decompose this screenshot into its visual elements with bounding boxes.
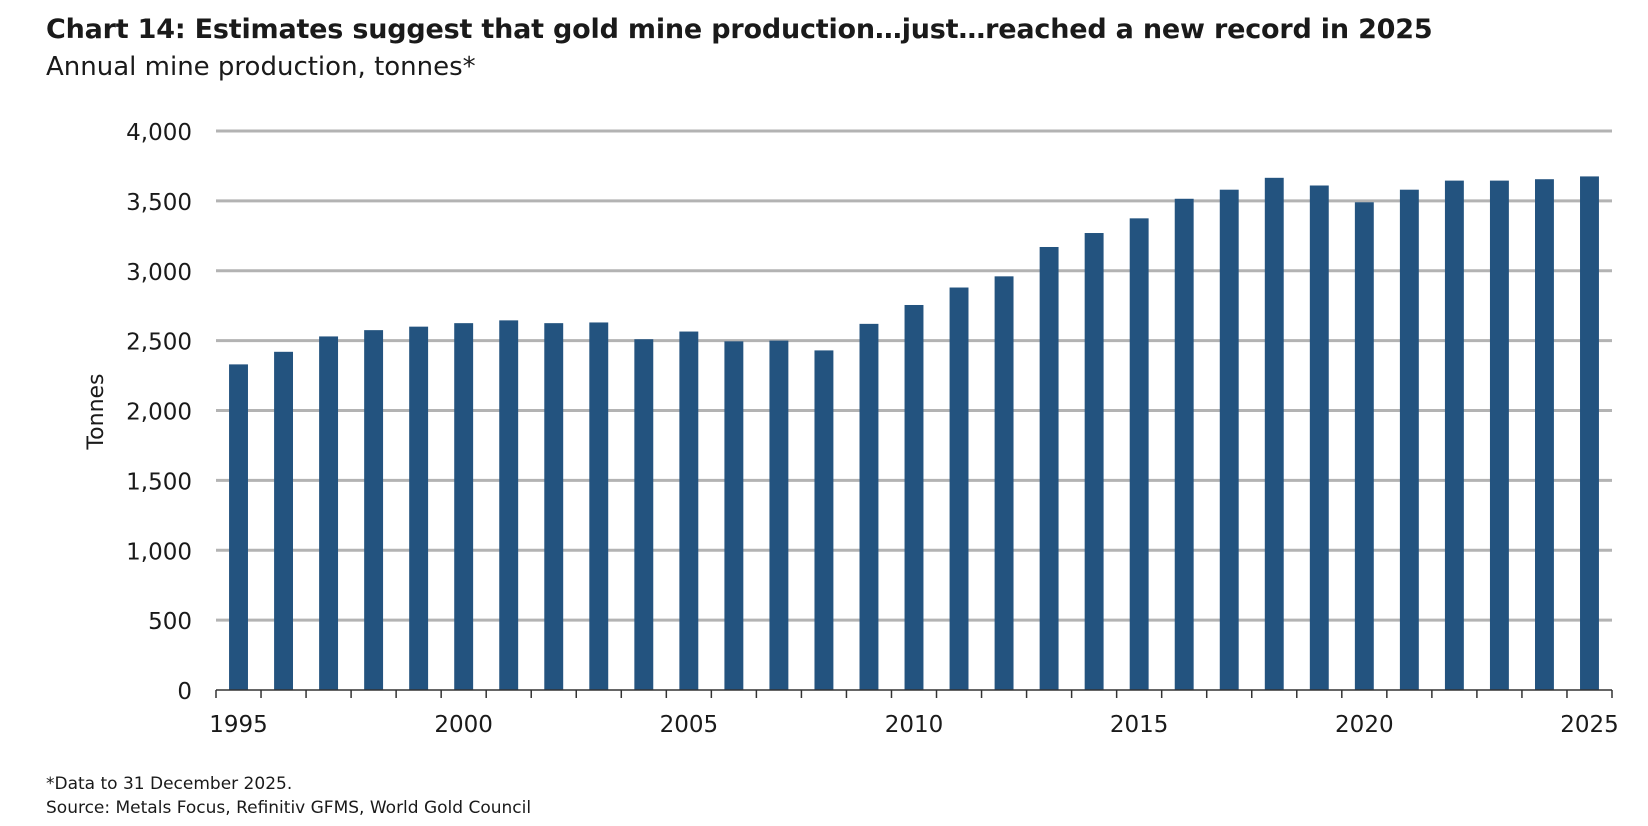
x-tick-label: 2015: [1110, 712, 1169, 738]
y-tick-label: 3,000: [126, 260, 192, 286]
bar-2025: [1580, 176, 1599, 690]
x-tick-label: 2020: [1335, 712, 1394, 738]
bar-2003: [589, 322, 609, 690]
x-tick-label: 2025: [1560, 712, 1619, 738]
y-tick-label: 2,000: [126, 400, 192, 426]
bar-2012: [994, 276, 1014, 690]
chart-subtitle: Annual mine production, tonnes*: [46, 52, 476, 82]
bar-2011: [949, 287, 969, 690]
y-tick-label: 0: [177, 679, 192, 705]
bar-2018: [1264, 177, 1284, 690]
y-tick-label: 1,000: [126, 539, 192, 565]
bar-2016: [1174, 198, 1194, 690]
x-tick-label: 1995: [209, 712, 268, 738]
bar-2006: [724, 341, 744, 690]
source-note: Source: Metals Focus, Refinitiv GFMS, Wo…: [46, 798, 532, 818]
bar-2001: [499, 320, 519, 690]
bar-2024: [1534, 179, 1554, 690]
bar-2009: [859, 323, 879, 690]
bar-2002: [544, 323, 564, 690]
bar-2010: [904, 304, 924, 690]
bar-2007: [769, 340, 789, 690]
x-tick-label: 2000: [434, 712, 493, 738]
y-tick-label: 2,500: [126, 330, 192, 356]
bar-1996: [274, 351, 294, 690]
bar-2015: [1129, 218, 1149, 690]
bars: [229, 176, 1599, 690]
y-axis-title: Tonnes: [84, 373, 109, 450]
footnote: *Data to 31 December 2025.: [46, 774, 293, 794]
y-axis-tick-labels: 0 500 1,000 1,500 2,000 2,500 3,000 3,500 4,000: [126, 120, 192, 705]
y-tick-label: 500: [148, 609, 192, 635]
x-axis: [215, 689, 1613, 698]
x-tick-label: 2005: [660, 712, 719, 738]
y-tick-label: 3,500: [126, 190, 192, 216]
bar-2013: [1039, 246, 1059, 690]
y-tick-label: 1,500: [126, 469, 192, 495]
x-tick-label: 2010: [885, 712, 944, 738]
bar-2014: [1084, 233, 1104, 690]
bar-2019: [1309, 185, 1329, 690]
y-tick-label: 4,000: [126, 120, 192, 146]
bar-2005: [679, 331, 699, 690]
bar-chart: 05001,0001,5002,0002,5003,0003,5004,000 …: [84, 120, 1619, 738]
bar-2008: [814, 350, 834, 690]
bar-2023: [1489, 180, 1509, 690]
bar-2017: [1219, 189, 1239, 690]
chart-title: Chart 14: Estimates suggest that gold mi…: [46, 14, 1433, 45]
bar-1998: [364, 330, 384, 690]
bar-1995: [229, 364, 248, 690]
bar-2021: [1399, 189, 1419, 690]
bar-1997: [319, 336, 339, 690]
bar-1999: [409, 326, 429, 690]
bar-2004: [634, 339, 654, 690]
bar-2020: [1354, 202, 1374, 690]
bar-2022: [1444, 180, 1464, 690]
bar-2000: [454, 323, 474, 690]
x-axis-tick-labels: 1995 2000 2005 2010 2015 2020 2025: [209, 712, 1619, 738]
